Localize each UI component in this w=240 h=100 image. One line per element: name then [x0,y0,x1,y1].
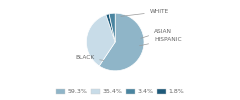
Wedge shape [106,14,115,42]
Text: HISPANIC: HISPANIC [139,37,182,46]
Text: ASIAN: ASIAN [141,29,172,38]
Wedge shape [86,15,115,66]
Text: BLACK: BLACK [75,55,104,60]
Text: WHITE: WHITE [121,9,169,16]
Legend: 59.3%, 35.4%, 3.4%, 1.8%: 59.3%, 35.4%, 3.4%, 1.8% [54,86,186,97]
Wedge shape [99,13,144,71]
Wedge shape [109,13,115,42]
